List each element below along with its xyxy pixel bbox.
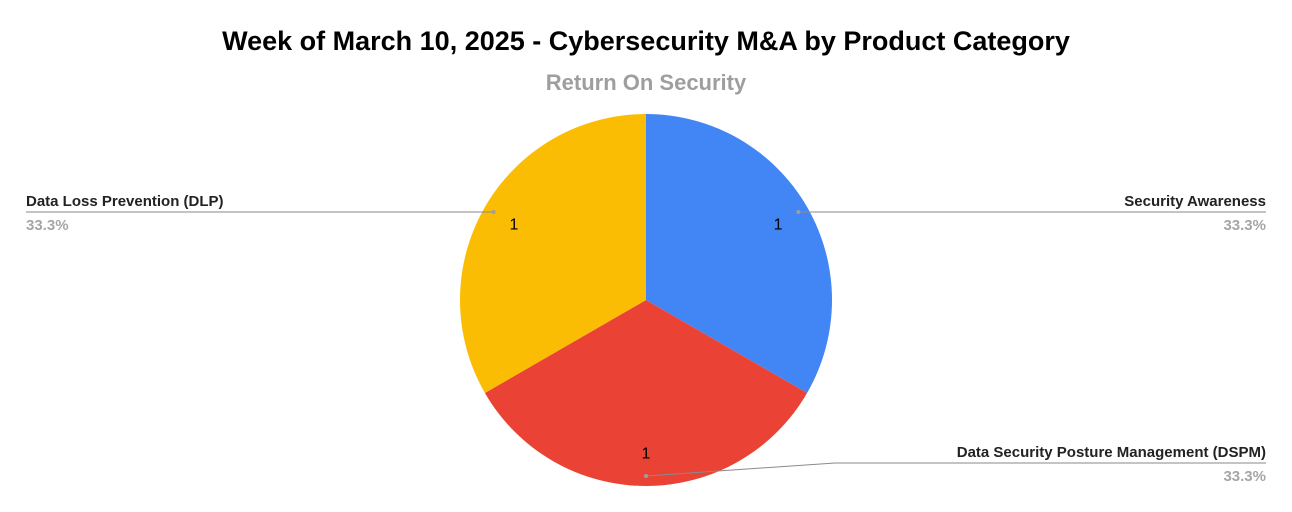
slice-percent-label: 33.3%	[26, 217, 69, 234]
slice-percent-label: 33.3%	[1223, 468, 1266, 485]
pie-slice	[646, 114, 832, 393]
pie-slice	[460, 114, 646, 393]
slice-value-label: 1	[642, 446, 651, 463]
slice-category-label: Data Loss Prevention (DLP)	[26, 193, 224, 210]
slice-category-label: Security Awareness	[1124, 193, 1266, 210]
pie-slice	[484, 300, 808, 486]
leader-dot	[796, 210, 801, 215]
slice-value-label: 1	[509, 217, 518, 234]
chart-subtitle: Return On Security	[545, 70, 747, 95]
slice-percent-label: 33.3%	[1223, 217, 1266, 234]
chart-title: Week of March 10, 2025 - Cybersecurity M…	[222, 26, 1070, 56]
leader-dot	[644, 473, 648, 478]
slice-category-label: Data Security Posture Management (DSPM)	[957, 444, 1266, 461]
leader-line	[645, 462, 1266, 477]
slice-value-label: 1	[774, 217, 783, 234]
leader-dot	[491, 210, 496, 215]
